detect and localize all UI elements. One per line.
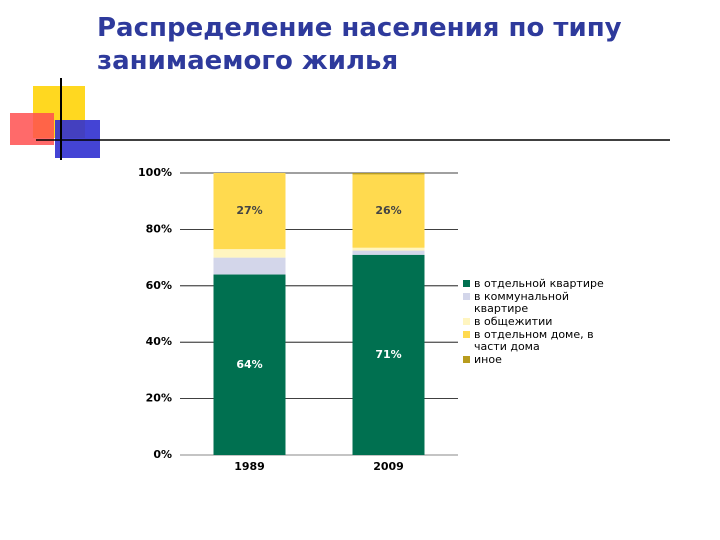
legend-label: в отдельной квартире [474, 277, 604, 290]
legend-item: в отдельном доме, в части дома [463, 329, 613, 353]
legend-swatch [463, 280, 470, 287]
value-label: 64% [236, 358, 262, 371]
deco-square [55, 120, 100, 158]
bar-segment [352, 174, 425, 248]
legend-label: в отдельном доме, в части дома [474, 328, 594, 353]
legend-swatch [463, 331, 470, 338]
legend-item: в коммунальной квартире [463, 291, 613, 315]
value-label: 71% [375, 348, 401, 361]
legend-swatch [463, 356, 470, 363]
bar-segment [352, 173, 425, 175]
bar-segment [213, 249, 286, 258]
legend-label: иное [474, 353, 502, 366]
bar-segment [352, 247, 425, 251]
legend-swatch [463, 318, 470, 325]
value-label: 27% [236, 204, 262, 217]
y-tick-label: 0% [153, 448, 172, 461]
y-tick-label: 60% [146, 279, 172, 292]
y-tick-label: 100% [138, 166, 172, 179]
x-tick-label: 2009 [373, 460, 404, 473]
legend-label: в коммунальной квартире [474, 290, 569, 315]
legend-item: в отдельной квартире [463, 278, 613, 290]
y-tick-label: 20% [146, 392, 172, 405]
y-tick-label: 80% [146, 222, 172, 235]
y-tick-label: 40% [146, 335, 172, 348]
legend-item: иное [463, 354, 613, 366]
bar-segment [352, 254, 425, 455]
value-label: 26% [375, 204, 401, 217]
x-tick-label: 1989 [234, 460, 265, 473]
bar-segment [213, 173, 286, 250]
bar-segment [213, 274, 286, 455]
legend: в отдельной квартире в коммунальной кварт… [463, 278, 613, 367]
bar-segment [352, 250, 425, 255]
legend-item: в общежитии [463, 316, 613, 328]
legend-label: в общежитии [474, 315, 553, 328]
bar-segment [213, 257, 286, 275]
legend-swatch [463, 293, 470, 300]
chart-title: Распределение населения по типу занимаем… [97, 13, 622, 76]
